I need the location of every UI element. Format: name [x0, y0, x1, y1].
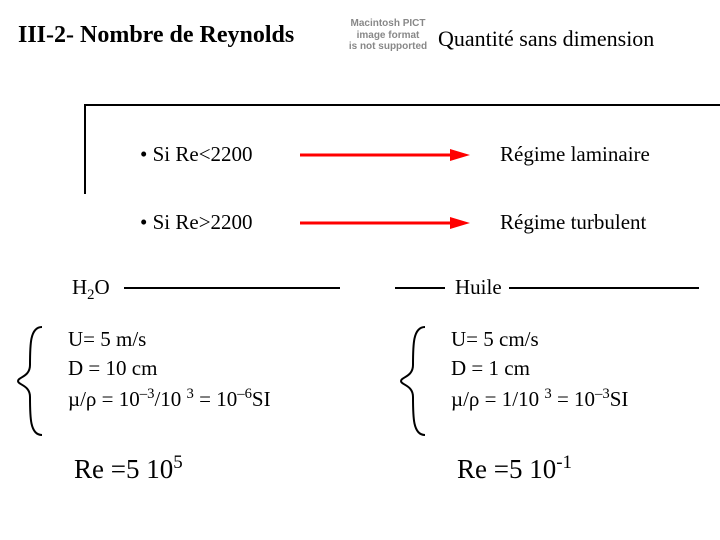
subtitle: Quantité sans dimension: [438, 26, 654, 52]
huile-header-rule-right: [509, 287, 699, 289]
frame-vertical-line: [84, 104, 86, 194]
frame-horizontal-line: [84, 104, 720, 106]
huile-header: Huile: [451, 275, 695, 303]
h2o-brace-icon: [12, 325, 46, 437]
h2o-d: D = 10 cm: [68, 354, 332, 383]
pict-l2: image format: [348, 30, 428, 42]
h2o-header-rule-right: [124, 287, 340, 289]
huile-u: U= 5 cm/s: [451, 325, 695, 354]
h2o-brace-wrap: U= 5 m/s D = 10 cm µ/ρ = 10–3/10 3 = 10–…: [12, 325, 332, 414]
h2o-group: H2O U= 5 m/s D = 10 cm µ/ρ = 10–3/10 3 =…: [12, 275, 332, 485]
pict-l1: Macintosh PICT: [348, 18, 428, 30]
huile-brace-wrap: U= 5 cm/s D = 1 cm µ/ρ = 1/10 3 = 10–3SI: [395, 325, 695, 414]
regime-turbulent-label: Régime turbulent: [500, 210, 646, 235]
huile-values: U= 5 cm/s D = 1 cm µ/ρ = 1/10 3 = 10–3SI: [451, 325, 695, 414]
huile-group: Huile U= 5 cm/s D = 1 cm µ/ρ = 1/10 3 = …: [395, 275, 695, 485]
huile-label: Huile: [451, 275, 506, 300]
h2o-values: U= 5 m/s D = 10 cm µ/ρ = 10–3/10 3 = 10–…: [68, 325, 332, 414]
title-rest: Reynolds: [200, 22, 295, 48]
huile-brace-icon: [395, 325, 429, 437]
cond2-val: 2200: [211, 210, 253, 234]
huile-d: D = 1 cm: [451, 354, 695, 383]
title-prefix: III-2- Nombre: [18, 22, 170, 48]
h2o-u: U= 5 m/s: [68, 325, 332, 354]
cond1-prefix: • Si Re<: [140, 142, 211, 166]
h2o-header: H2O: [68, 275, 332, 303]
h2o-mu: µ/ρ = 10–3/10 3 = 10–6SI: [68, 384, 332, 414]
huile-header-rule-left: [395, 287, 445, 289]
huile-reynolds-result: Re =5 10-1: [457, 452, 695, 485]
regime-laminar-label: Régime laminaire: [500, 142, 650, 167]
pict-placeholder: Macintosh PICT image format is not suppo…: [348, 18, 428, 53]
h2o-reynolds-result: Re =5 105: [74, 452, 332, 485]
condition-laminar: • Si Re<2200: [140, 142, 253, 167]
pict-l3: is not supported: [348, 41, 428, 53]
huile-mu: µ/ρ = 1/10 3 = 10–3SI: [451, 384, 695, 414]
arrow-laminar-icon: [300, 148, 470, 158]
condition-turbulent: • Si Re>2200: [140, 210, 253, 235]
section-title: III-2- Nombre de Reynolds: [18, 22, 294, 49]
h2o-label: H2O: [68, 275, 114, 304]
title-de: de: [170, 22, 200, 48]
cond2-prefix: • Si Re>: [140, 210, 211, 234]
arrow-turbulent-icon: [300, 216, 470, 226]
cond1-val: 2200: [211, 142, 253, 166]
